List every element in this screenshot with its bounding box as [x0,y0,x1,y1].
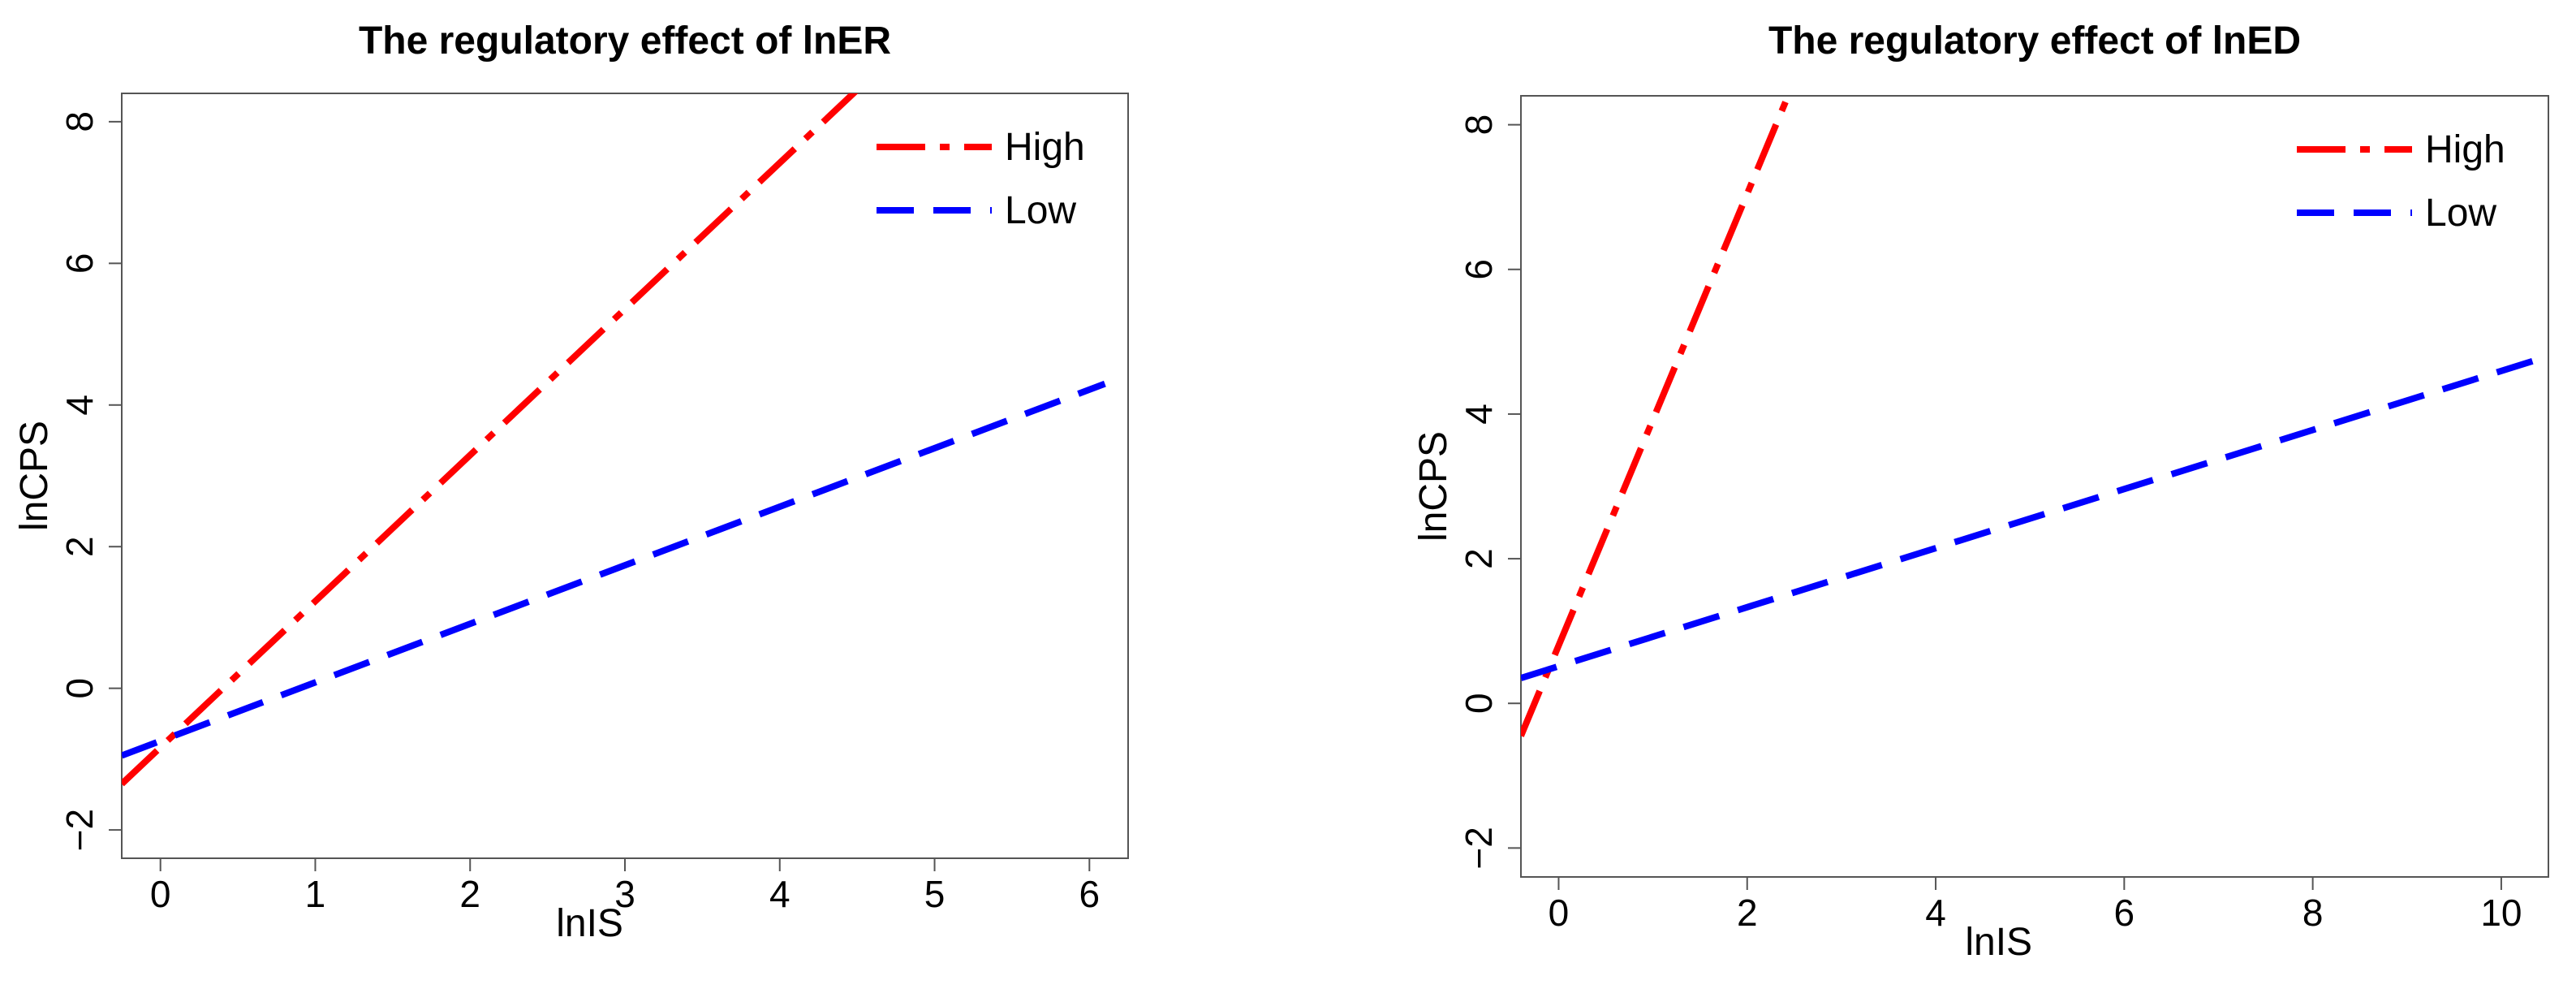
x-tick-label: 0 [150,873,171,915]
x-tick-label: 0 [1549,892,1570,934]
chart-panel-right: The regulatory effect of lnED 0 2 4 6 8 10 −2 0 2… [1412,19,2549,964]
legend-label-high: High [2425,128,2505,171]
y-tick-label: 0 [58,678,101,699]
series-lines [1521,96,2548,737]
chart-panel-left: The regulatory effect of lnER 0 1 2 3 4 5 6 −2 0 2… [13,19,1129,945]
x-tick-label: 8 [2302,892,2324,934]
chart-title: The regulatory effect of lnER [359,19,891,63]
legend-label-low: Low [1005,189,1076,232]
y-tick-label: −2 [1458,827,1500,869]
series-line-high [122,93,859,787]
plot-frame [121,93,1129,859]
y-axis-label: lnCPS [1412,431,1455,542]
x-tick-label: 1 [305,873,326,915]
y-tick-label: −2 [58,809,101,851]
y-tick-label: 2 [58,536,101,557]
y-tick-label: 2 [1458,548,1500,569]
chart-title: The regulatory effect of lnED [1768,19,2301,63]
y-axis-label: lnCPS [13,421,56,531]
x-tick-label: 2 [459,873,480,915]
y-tick-label: 0 [1458,693,1500,714]
x-tick-label: 5 [924,873,946,915]
series-line-high [1521,96,1792,737]
y-tick-label: 8 [58,111,101,132]
x-axis-label: lnIS [1965,921,2032,964]
x-tick-label: 4 [1925,892,1946,934]
y-tick-label: 8 [1458,114,1500,136]
y-tick-label: 6 [58,253,101,274]
y-tick-label: 4 [58,395,101,416]
x-tick-label: 2 [1737,892,1758,934]
x-tick-label: 6 [1079,873,1101,915]
x-tick-label: 3 [614,873,635,915]
plot-frame [1520,95,2549,878]
x-tick-label: 6 [2114,892,2135,934]
legend-label-high: High [1005,126,1085,169]
x-tick-label: 10 [2480,892,2522,934]
y-tick-label: 6 [1458,259,1500,280]
legend-label-low: Low [2425,192,2496,235]
x-tick-label: 4 [769,873,790,915]
series-line-low [122,380,1106,759]
x-axis-label: lnIS [556,902,623,945]
series-lines [122,93,1106,787]
y-tick-label: 4 [1458,404,1500,425]
series-line-low [1521,352,2548,681]
